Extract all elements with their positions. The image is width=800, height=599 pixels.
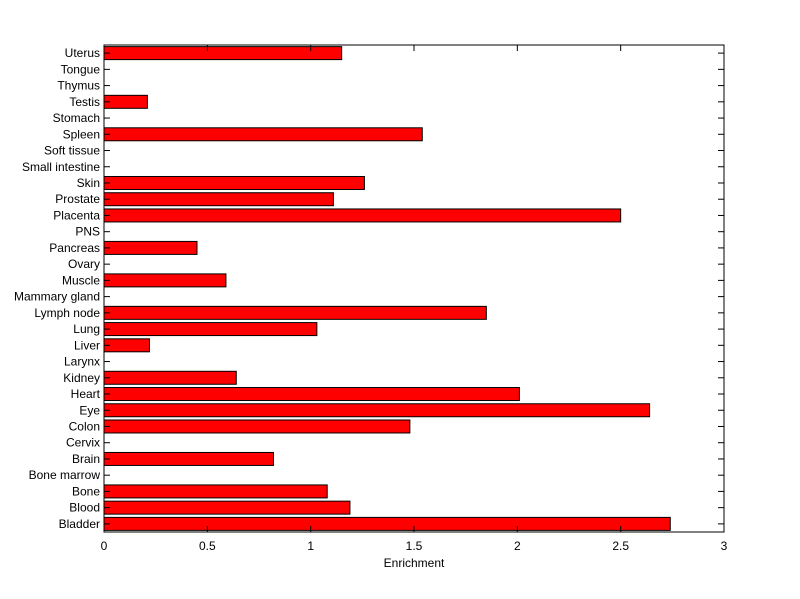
axes-box <box>103 44 725 533</box>
bar-pancreas <box>103 240 198 255</box>
y-tick-label-prostate: Prostate <box>55 192 100 206</box>
y-tick-label-mammary-gland: Mammary gland <box>14 290 100 304</box>
y-tick-label-soft-tissue: Soft tissue <box>44 144 100 158</box>
y-tick-label-thymus: Thymus <box>57 79 100 93</box>
y-tick-label-bone-marrow: Bone marrow <box>29 468 101 482</box>
y-tick-label-small-intestine: Small intestine <box>22 160 100 174</box>
y-tick-label-colon: Colon <box>69 419 100 433</box>
bar-lung <box>103 322 318 337</box>
bar-eye <box>103 403 651 418</box>
bar-lymph-node <box>103 305 487 320</box>
y-tick-label-spleen: Spleen <box>63 127 100 141</box>
bar-bladder <box>103 516 671 531</box>
y-tick-label-testis: Testis <box>69 95 100 109</box>
y-tick-label-heart: Heart <box>71 387 101 401</box>
y-tick-label-lung: Lung <box>73 322 100 336</box>
y-tick-label-skin: Skin <box>77 176 100 190</box>
y-tick-label-cervix: Cervix <box>66 436 100 450</box>
bar-colon <box>103 419 411 434</box>
y-tick-label-bladder: Bladder <box>59 517 100 531</box>
y-tick-label-tongue: Tongue <box>61 62 101 76</box>
bar-bone <box>103 484 328 499</box>
x-tick-labels: 0 0.5 1 1.5 2 2.5 3 <box>101 539 728 553</box>
y-tick-labels: Bladder Blood Bone Bone marrow Brain Cervix Co… <box>14 46 101 531</box>
y-tick-label-muscle: Muscle <box>62 273 100 287</box>
y-tick-label-eye: Eye <box>79 403 100 417</box>
y-tick-label-pancreas: Pancreas <box>49 241 100 255</box>
y-tick-label-kidney: Kidney <box>63 371 100 385</box>
x-tick-label-6: 3 <box>721 539 728 553</box>
bar-spleen <box>103 127 423 142</box>
bar-testis <box>103 94 148 109</box>
bar-uterus <box>103 46 343 61</box>
x-tick-label-2: 1 <box>307 539 314 553</box>
y-tick-label-uterus: Uterus <box>65 46 100 60</box>
bar-kidney <box>103 370 237 385</box>
x-tick-label-4: 2 <box>514 539 521 553</box>
bar-heart <box>103 387 520 402</box>
y-tick-label-larynx: Larynx <box>64 355 100 369</box>
bar-liver <box>103 338 150 353</box>
bar-placenta <box>103 208 622 223</box>
bars-group <box>103 46 671 531</box>
y-tick-label-brain: Brain <box>72 452 100 466</box>
x-axis-label: Enrichment <box>384 556 445 570</box>
x-tick-label-0: 0 <box>101 539 108 553</box>
y-tick-label-placenta: Placenta <box>53 208 100 222</box>
bar-blood <box>103 500 351 515</box>
y-tick-label-lymph-node: Lymph node <box>34 306 100 320</box>
bar-muscle <box>103 273 227 288</box>
y-tick-label-pns: PNS <box>75 225 100 239</box>
bar-prostate <box>103 192 334 207</box>
x-tick-label-3: 1.5 <box>406 539 423 553</box>
x-tick-label-1: 0.5 <box>199 539 216 553</box>
y-tick-label-bone: Bone <box>72 484 100 498</box>
bar-brain <box>103 451 274 466</box>
y-tick-label-liver: Liver <box>74 338 100 352</box>
bar-skin <box>103 175 365 190</box>
x-tick-label-5: 2.5 <box>612 539 629 553</box>
y-tick-label-ovary: Ovary <box>68 257 100 271</box>
y-tick-label-blood: Blood <box>69 501 100 515</box>
y-tick-label-stomach: Stomach <box>53 111 100 125</box>
